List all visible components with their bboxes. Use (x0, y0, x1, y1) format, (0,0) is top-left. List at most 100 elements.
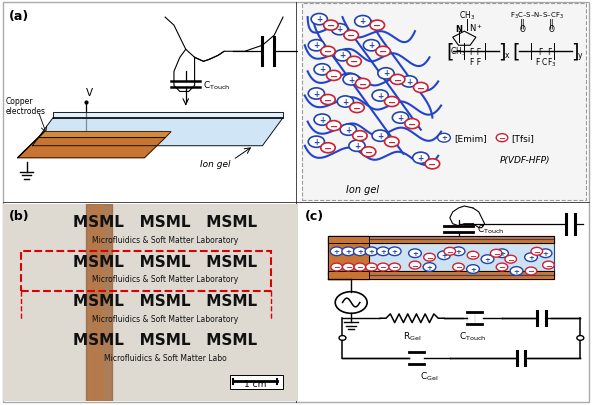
Circle shape (372, 91, 388, 102)
Circle shape (354, 263, 366, 271)
Circle shape (385, 97, 399, 107)
Circle shape (452, 247, 465, 256)
Circle shape (453, 263, 464, 271)
Circle shape (525, 267, 537, 275)
Circle shape (353, 247, 366, 256)
Circle shape (444, 248, 456, 256)
Text: [Tfsi]: [Tfsi] (511, 134, 534, 143)
Circle shape (496, 134, 508, 143)
Circle shape (543, 262, 554, 269)
Text: −: − (429, 160, 436, 169)
Polygon shape (18, 139, 165, 158)
Text: ]: ] (498, 43, 506, 62)
Text: C$_{\rm Touch}$: C$_{\rm Touch}$ (204, 79, 230, 92)
Text: +: + (313, 90, 320, 98)
Circle shape (335, 292, 367, 313)
Circle shape (481, 255, 494, 264)
Text: O: O (519, 25, 525, 34)
Circle shape (437, 251, 451, 260)
Circle shape (372, 131, 388, 142)
Circle shape (505, 256, 516, 263)
Text: −: − (391, 263, 398, 272)
Text: +: + (316, 15, 323, 24)
Text: −: − (394, 75, 401, 85)
Text: −: − (527, 267, 535, 276)
Text: [: [ (513, 43, 520, 62)
Text: +: + (543, 250, 548, 256)
Text: +: + (514, 268, 519, 274)
Circle shape (342, 247, 355, 256)
Text: +: + (334, 248, 340, 254)
Text: Ion gel: Ion gel (200, 160, 230, 168)
Circle shape (490, 250, 502, 258)
Text: +: + (470, 266, 476, 272)
Text: +: + (377, 92, 383, 100)
Text: −: − (368, 263, 375, 272)
Bar (230, 375, 283, 389)
Circle shape (340, 125, 356, 136)
Text: −: − (379, 263, 387, 272)
Text: +: + (377, 132, 383, 141)
Bar (21, 252, 271, 291)
Text: ‖: ‖ (549, 18, 554, 29)
Text: +: + (418, 153, 424, 162)
Circle shape (332, 24, 348, 36)
Bar (328, 236, 554, 244)
Text: +: + (485, 256, 490, 262)
Bar (90, 205, 102, 401)
Circle shape (377, 263, 389, 271)
Circle shape (467, 252, 479, 260)
Text: +: + (345, 126, 352, 134)
Text: N: N (455, 25, 462, 34)
Polygon shape (38, 132, 171, 139)
Text: −: − (388, 137, 396, 147)
Text: +: + (319, 65, 325, 74)
Text: +: + (368, 41, 375, 50)
Circle shape (308, 137, 324, 148)
Bar (328, 236, 369, 279)
Circle shape (353, 131, 367, 141)
Text: [Emim]: [Emim] (454, 134, 487, 143)
Text: Microfluidics & Soft Matter Labo: Microfluidics & Soft Matter Labo (104, 353, 227, 362)
Circle shape (370, 21, 385, 31)
Circle shape (377, 247, 390, 256)
Circle shape (365, 247, 378, 256)
Circle shape (342, 263, 354, 271)
Circle shape (466, 265, 480, 274)
Circle shape (321, 95, 335, 105)
Text: +: + (319, 115, 325, 124)
Text: +: + (369, 248, 374, 254)
Text: −: − (359, 79, 367, 89)
Circle shape (314, 64, 330, 76)
Text: [: [ (446, 43, 453, 62)
Text: (c): (c) (305, 209, 324, 222)
Text: +: + (441, 135, 447, 141)
Circle shape (409, 262, 421, 269)
Circle shape (405, 119, 419, 129)
Circle shape (347, 57, 361, 67)
Circle shape (339, 336, 346, 341)
Text: CH$_3$: CH$_3$ (459, 9, 475, 21)
Text: −: − (365, 147, 372, 158)
Text: −: − (493, 249, 500, 258)
Circle shape (414, 83, 428, 93)
Circle shape (539, 249, 552, 258)
Text: MSML   MSML   MSML: MSML MSML MSML (73, 333, 257, 347)
Text: F CF$_3$: F CF$_3$ (535, 56, 556, 68)
Text: +: + (360, 17, 366, 26)
Text: 1 cm: 1 cm (244, 379, 266, 388)
Text: Microfluidics & Soft Matter Laboratory: Microfluidics & Soft Matter Laboratory (92, 235, 238, 244)
Text: −: − (356, 131, 364, 141)
Circle shape (378, 68, 394, 80)
Text: +: + (456, 248, 461, 254)
Text: −: − (545, 261, 552, 270)
Circle shape (437, 134, 451, 143)
Text: −: − (408, 119, 416, 129)
Circle shape (330, 247, 343, 256)
Text: F$_3$C–S–N–S–CF$_3$: F$_3$C–S–N–S–CF$_3$ (510, 11, 564, 21)
Text: O: O (548, 25, 554, 34)
Text: N$^+$: N$^+$ (469, 22, 483, 34)
Text: ]: ] (571, 43, 578, 62)
Text: −: − (356, 263, 363, 272)
Text: −: − (333, 263, 340, 272)
